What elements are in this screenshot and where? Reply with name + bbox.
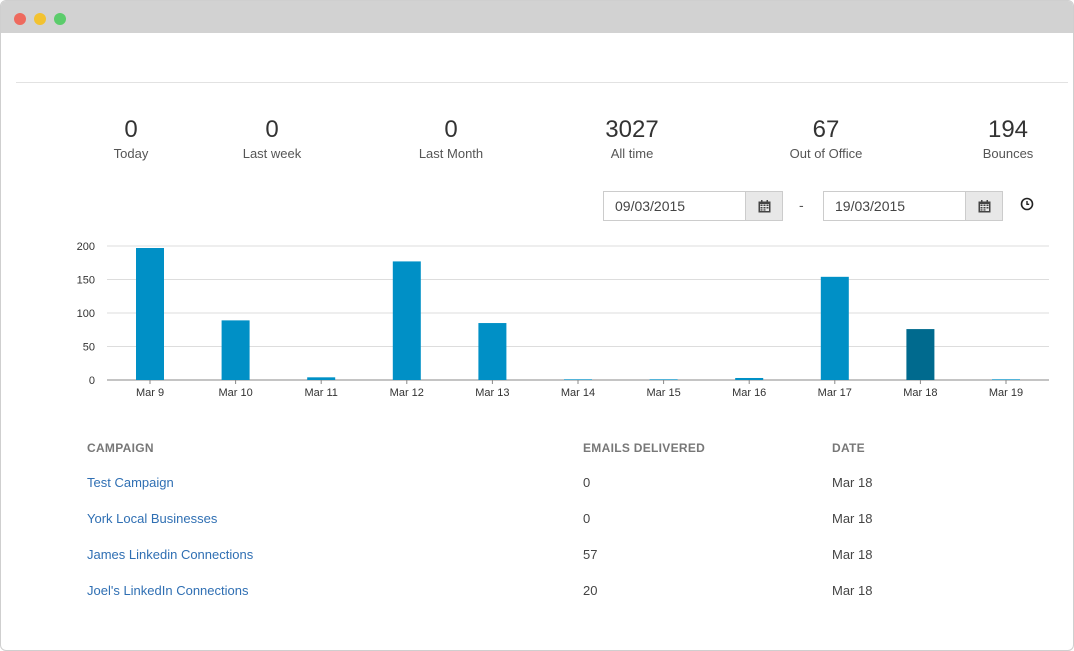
y-tick-label: 0 <box>89 375 95 387</box>
end-date-picker-button[interactable] <box>965 192 1002 220</box>
y-tick-label: 50 <box>83 342 95 354</box>
stat-last-month: 0 Last Month <box>381 115 521 163</box>
stat-label: Bounces <box>982 146 1034 161</box>
y-tick-label: 100 <box>77 308 95 320</box>
emails-delivered-value: 57 <box>583 547 598 562</box>
table-row: York Local Businesses 0 Mar 18 <box>87 501 1047 537</box>
stat-bounces: 194 Bounces <box>938 115 1073 163</box>
x-tick-label: Mar 10 <box>218 387 252 399</box>
date-value: Mar 18 <box>832 475 873 490</box>
bar <box>478 323 507 380</box>
title-bar <box>1 1 1073 33</box>
x-tick-label: Mar 12 <box>390 387 424 399</box>
bar <box>307 377 336 380</box>
bar <box>564 379 592 380</box>
stat-label: Today <box>113 146 149 161</box>
y-tick-label: 150 <box>77 275 95 287</box>
bar <box>820 276 849 380</box>
start-date-field[interactable]: 09/03/2015 <box>603 191 783 221</box>
bar <box>735 377 764 380</box>
x-tick-label: Mar 15 <box>646 387 680 399</box>
campaign-link[interactable]: James Linkedin Connections <box>87 547 254 562</box>
emails-delivered-value: 0 <box>583 511 591 526</box>
x-tick-label: Mar 19 <box>989 387 1023 399</box>
date-value: Mar 18 <box>832 547 873 562</box>
header-campaign: CAMPAIGN <box>87 441 154 455</box>
x-tick-label: Mar 17 <box>818 387 852 399</box>
clock-icon[interactable] <box>1020 197 1034 211</box>
emails-bar-chart: 0 50 100 150 200 Mar 9 Mar 10 Mar 11 Mar 12 Mar 1… <box>77 241 1049 399</box>
maximize-window-button[interactable] <box>54 13 66 25</box>
bar <box>649 379 678 380</box>
x-tick-label: Mar 14 <box>561 387 595 399</box>
stat-today: 0 Today <box>61 115 201 163</box>
stat-value: 194 <box>987 116 1029 143</box>
start-date-value[interactable]: 09/03/2015 <box>615 198 686 214</box>
bar <box>221 320 250 380</box>
date-value: Mar 18 <box>832 511 873 526</box>
y-tick-label: 200 <box>77 241 95 253</box>
campaign-link[interactable]: York Local Businesses <box>87 511 218 526</box>
stat-value: 67 <box>812 116 840 143</box>
x-tick-label: Mar 13 <box>475 387 509 399</box>
table-row: Joel's LinkedIn Connections 20 Mar 18 <box>87 573 1047 609</box>
bar <box>906 329 935 380</box>
stat-value: 0 <box>444 116 458 143</box>
emails-delivered-value: 20 <box>583 583 598 598</box>
x-tick-label: Mar 11 <box>304 387 337 399</box>
stat-value: 3027 <box>605 116 659 143</box>
stat-label: All time <box>610 146 654 161</box>
stat-out-of-office: 67 Out of Office <box>756 115 896 163</box>
stat-all-time: 3027 All time <box>562 115 702 163</box>
date-value: Mar 18 <box>832 583 873 598</box>
date-range-separator: - <box>799 197 804 213</box>
stat-value: 0 <box>124 116 138 143</box>
header-emails-delivered: EMAILS DELIVERED <box>583 441 706 455</box>
calendar-icon <box>978 199 990 212</box>
calendar-icon <box>758 199 770 212</box>
bar <box>136 248 164 380</box>
stat-label: Last Month <box>418 146 484 161</box>
end-date-value[interactable]: 19/03/2015 <box>835 198 906 214</box>
bar <box>392 261 421 380</box>
table-row: James Linkedin Connections 57 Mar 18 <box>87 537 1047 573</box>
campaign-link[interactable]: Test Campaign <box>87 475 174 490</box>
x-tick-label: Mar 9 <box>136 387 164 399</box>
stat-label: Last week <box>242 146 302 161</box>
stat-value: 0 <box>265 116 279 143</box>
header-divider <box>16 82 1068 83</box>
stat-label: Out of Office <box>789 146 863 161</box>
stat-last-week: 0 Last week <box>202 115 342 163</box>
bar <box>992 379 1020 380</box>
table-row: Test Campaign 0 Mar 18 <box>87 465 1047 501</box>
emails-delivered-value: 0 <box>583 475 591 490</box>
start-date-picker-button[interactable] <box>745 192 782 220</box>
close-window-button[interactable] <box>14 13 26 25</box>
header-date: DATE <box>832 441 865 455</box>
campaign-link[interactable]: Joel's LinkedIn Connections <box>87 583 249 598</box>
end-date-field[interactable]: 19/03/2015 <box>823 191 1003 221</box>
x-tick-label: Mar 18 <box>903 387 937 399</box>
x-tick-label: Mar 16 <box>732 387 766 399</box>
minimize-window-button[interactable] <box>34 13 46 25</box>
